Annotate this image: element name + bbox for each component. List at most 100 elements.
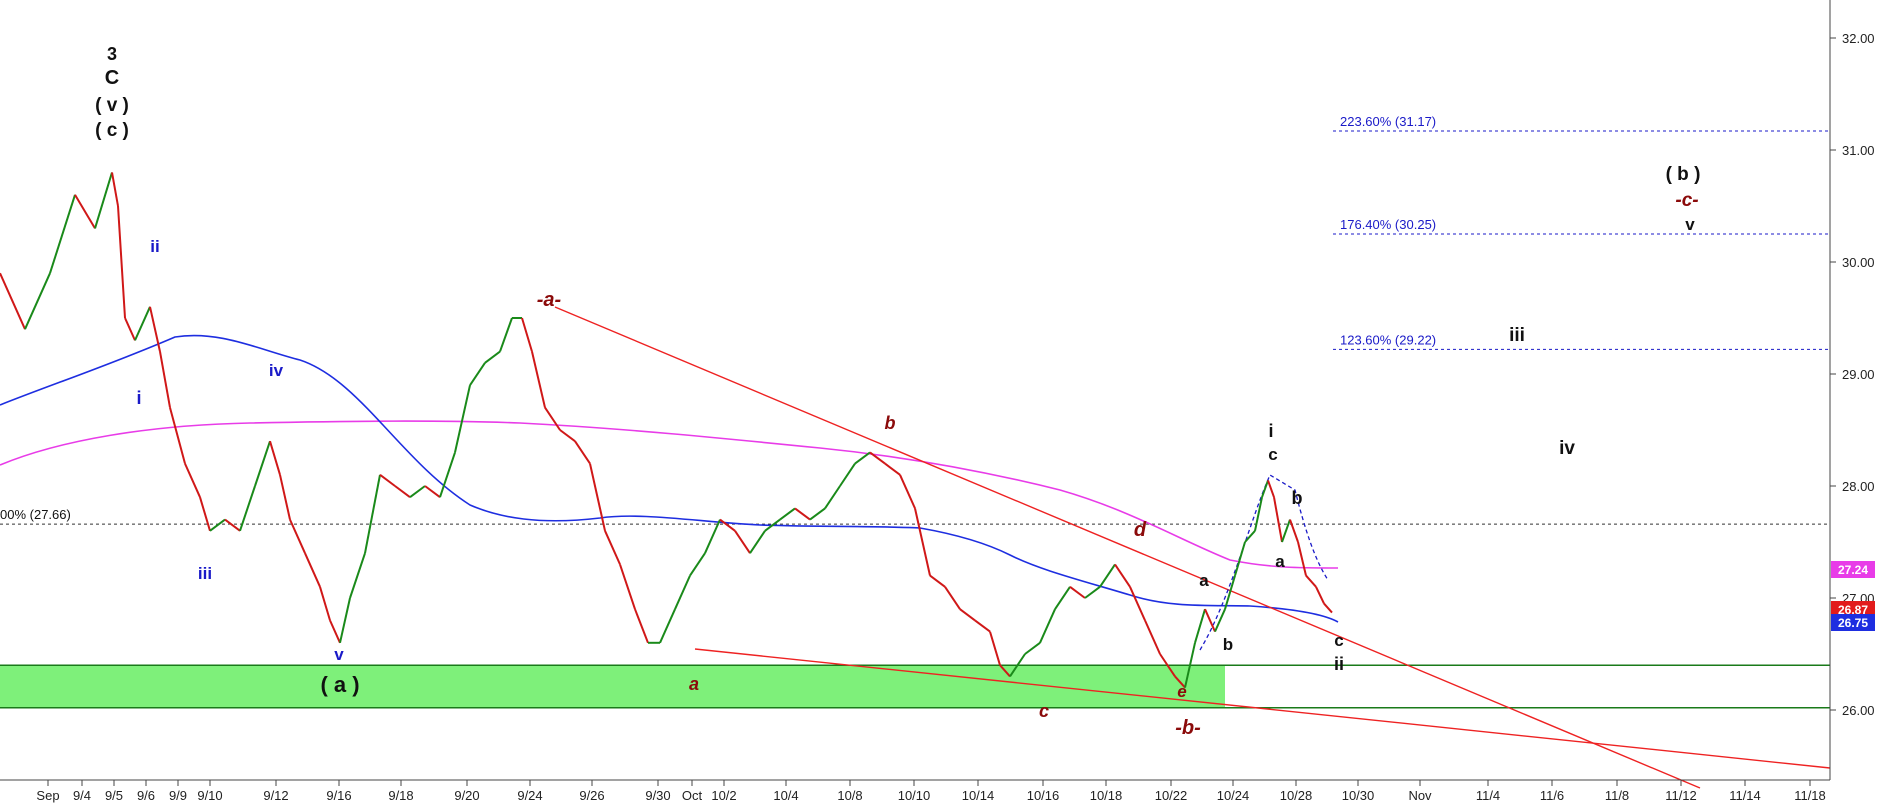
price-segment (1244, 530, 1256, 543)
fib-level-label: 176.40% (30.25) (1340, 217, 1436, 232)
y-tick-label: 26.00 (1842, 703, 1875, 718)
x-tick-label: 10/24 (1217, 788, 1250, 803)
x-tick-label: 9/16 (326, 788, 351, 803)
price-segment (779, 507, 796, 521)
price-segment (574, 440, 591, 465)
price-segment (944, 586, 961, 610)
price-segment (1267, 480, 1275, 498)
price-segment (674, 575, 691, 610)
wave-label: i (136, 388, 141, 408)
support-zone-fill (0, 665, 1225, 708)
price-series (0, 172, 1333, 689)
price-segment (559, 429, 576, 443)
price-segment (704, 519, 721, 554)
x-tick-label: 11/14 (1729, 788, 1761, 803)
price-segment (1297, 541, 1307, 576)
price-segment (1159, 653, 1176, 677)
wave-label: -b- (1175, 717, 1201, 739)
wave-label: ( b ) (1666, 164, 1701, 185)
wave-label: C (105, 67, 119, 89)
price-segment (839, 463, 856, 487)
blue-moving-average (0, 334, 1339, 623)
x-tick-label: 10/2 (711, 788, 736, 803)
support-zone: ( a ) (0, 664, 1830, 709)
wave-label: iv (269, 361, 284, 380)
price-segment (1254, 496, 1263, 532)
x-tick-label: 10/16 (1027, 788, 1060, 803)
y-tick-label: 29.00 (1842, 367, 1875, 382)
price-segment (319, 586, 331, 621)
price-segment (199, 496, 211, 532)
support-zone-label: ( a ) (320, 672, 359, 697)
wave-label: 3 (107, 44, 117, 64)
price-segment (899, 474, 916, 509)
x-tick-label: 9/10 (197, 788, 222, 803)
price-segment (469, 362, 486, 386)
x-tick-label: 10/14 (962, 788, 995, 803)
price-segment (659, 608, 676, 644)
price-segment (454, 384, 471, 453)
x-tick-label: Oct (682, 788, 703, 803)
x-tick-label: Nov (1408, 788, 1432, 803)
wave-label: d (1134, 519, 1147, 541)
x-tick-label: 9/6 (137, 788, 155, 803)
price-segment (634, 608, 649, 644)
wave-label: e (1177, 682, 1186, 701)
price-segment (1054, 586, 1071, 610)
price-badge-text: 27.24 (1838, 563, 1868, 577)
price-segment (719, 518, 736, 532)
price-segment (914, 508, 931, 576)
price-segment (329, 619, 341, 644)
x-tick-label: 11/18 (1794, 788, 1826, 803)
price-segment (604, 530, 621, 565)
wave-label: ii (1334, 654, 1344, 674)
price-segment (124, 317, 136, 341)
fibonacci-levels: 223.60% (31.17) 176.40% (30.25) 123.60% (2… (0, 114, 1830, 525)
x-tick-label: 9/9 (169, 788, 187, 803)
price-segment (349, 552, 366, 599)
price-segment (619, 564, 636, 610)
price-segment (0, 272, 26, 330)
price-segment (989, 631, 1001, 666)
price-segment (24, 272, 51, 330)
lower-trendline (694, 648, 1831, 769)
price-segment (764, 518, 781, 532)
price-segment (1261, 480, 1269, 498)
magenta-moving-average (0, 420, 1339, 569)
price-segment (1214, 608, 1226, 633)
price-segment (409, 485, 426, 499)
price-segment (254, 440, 271, 487)
price-segment (1174, 675, 1186, 689)
x-axis: Sep 9/4 9/5 9/6 9/9 9/10 9/12 9/16 9/18 9/20 9/24 9… (0, 779, 1830, 803)
y-tick-label: 30.00 (1842, 255, 1875, 270)
price-segment (1234, 541, 1246, 576)
wave-label: a (1275, 552, 1285, 571)
price-segment (521, 317, 533, 352)
price-segment (1099, 563, 1116, 588)
wave-labels: 3C( v )( c )iiiiviiiv-a-abcde-b-abicbaci… (95, 44, 1700, 739)
price-segment (749, 530, 766, 554)
price-segment (1305, 574, 1317, 588)
fib-level-label: 223.60% (31.17) (1340, 114, 1436, 129)
price-segment (484, 350, 501, 364)
x-tick-label: 9/4 (73, 788, 91, 803)
price-badge (1831, 561, 1875, 578)
x-tick-label: 9/5 (105, 788, 123, 803)
price-segment (239, 485, 256, 532)
price-segment (379, 473, 396, 487)
price-segment (159, 351, 171, 408)
price-badge-text: 26.87 (1838, 603, 1868, 617)
wave-label: c (1039, 701, 1049, 721)
price-segment (1144, 619, 1161, 655)
price-segment (854, 451, 871, 465)
price-segment (809, 507, 826, 521)
price-badge (1831, 601, 1875, 618)
fib-level-label: 123.60% (29.22) (1340, 332, 1436, 347)
price-segment (1323, 602, 1333, 614)
price-segment (279, 474, 291, 520)
price-segment (1315, 586, 1325, 605)
x-tick-label: 10/30 (1342, 788, 1375, 803)
